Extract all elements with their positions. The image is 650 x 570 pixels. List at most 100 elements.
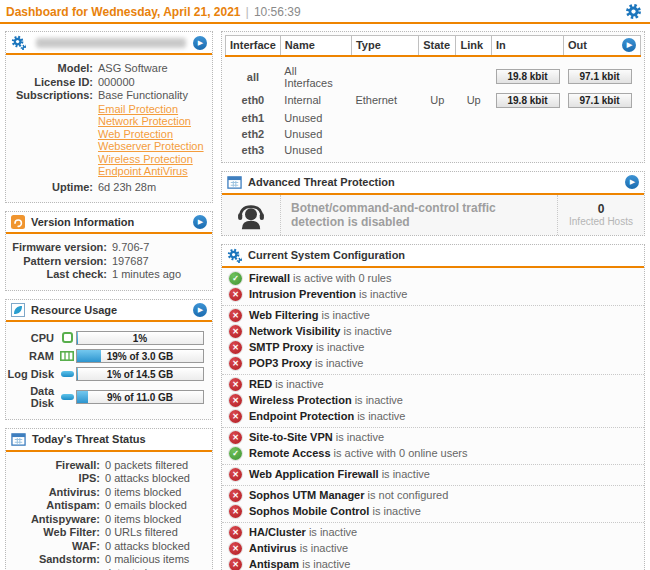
botnet-icon — [222, 200, 280, 230]
cpu-icon — [58, 332, 76, 343]
link-webserver-protection[interactable]: Webserver Protection — [98, 140, 206, 153]
interface-name: Internal — [280, 91, 351, 110]
logdisk-icon — [58, 371, 76, 377]
pattern-label: Pattern version: — [8, 255, 112, 269]
status-error-icon — [229, 410, 242, 423]
left-column: ▶ Model: ASG Software License ID: 000000… — [5, 31, 213, 570]
config-row-sophos-utm-manager: Sophos UTM Manager is not configured — [222, 488, 644, 504]
pattern-row: Pattern version: 197687 — [8, 255, 206, 269]
config-row-antivirus: Antivirus is inactive — [222, 541, 644, 557]
interface-id: eth3 — [226, 142, 281, 158]
interfaces-panel: Interface Name Type State Link In Out ▶ — [221, 31, 645, 163]
settings-gear-icon[interactable] — [625, 3, 642, 20]
interface-state — [419, 56, 456, 91]
interfaces-header-row: Interface Name Type State Link In Out ▶ — [226, 36, 641, 56]
status-error-icon — [229, 357, 242, 370]
config-row-wireless-protection: Wireless Protection is inactive — [222, 393, 644, 409]
system-info-open-button[interactable]: ▶ — [193, 36, 207, 50]
threat-value: 0 attacks blocked — [105, 540, 190, 554]
status-error-icon — [229, 325, 242, 338]
col-interface: Interface — [226, 36, 281, 56]
config-group-divider — [222, 374, 644, 375]
ram-progressbar: 19% of 3.0 GB — [76, 349, 204, 363]
threat-row: Antispam:0 emails blocked — [8, 499, 206, 513]
uptime-value: 6d 23h 28m — [98, 181, 156, 195]
gears-icon — [227, 248, 242, 263]
atp-message: Botnet/command-and-control traffic detec… — [280, 195, 558, 235]
interface-row-all: all All Interfaces 19.8 kbit 97.1 kbit — [226, 56, 641, 91]
threat-row: Sandstorm:0 malicious items detected — [8, 553, 206, 570]
config-group-divider — [222, 427, 644, 428]
config-row-red: RED is inactive — [222, 377, 644, 393]
atp-panel: Advanced Threat Protection ▶ Botnet/comm… — [221, 171, 645, 236]
config-row-firewall: Firewall is active with 0 rules — [222, 271, 644, 287]
resource-usage-panel: Resource Usage ▶ CPU 1% RAM — [5, 299, 213, 420]
interface-row-eth3: eth3 Unused — [226, 142, 641, 158]
threat-value: 0 emails blocked — [105, 499, 187, 513]
threat-value: 0 URLs filtered — [105, 526, 178, 540]
system-config-body: Firewall is active with 0 rules Intrusio… — [222, 268, 644, 570]
cpu-label: CPU — [6, 332, 58, 344]
threat-status-panel: Today's Threat Status Firewall:0 packets… — [5, 428, 213, 570]
in-rate-box: 19.8 kbit — [496, 69, 560, 84]
config-row-smtp-proxy: SMTP Proxy is inactive — [222, 340, 644, 356]
resource-usage-icon — [11, 303, 25, 317]
interface-link: Up — [456, 91, 492, 110]
threat-row: Web Filter:0 URLs filtered — [8, 526, 206, 540]
resource-usage-open-button[interactable]: ▶ — [193, 303, 207, 317]
threat-label: Sandstorm: — [8, 553, 105, 570]
interfaces-table: Interface Name Type State Link In Out ▶ — [225, 35, 641, 158]
cpu-usage-text: 1% — [77, 332, 203, 344]
datadisk-usage-text: 9% of 11.0 GB — [77, 391, 203, 403]
interface-type: Ethernet — [351, 91, 418, 110]
infected-hosts-label: Infected Hosts — [558, 216, 644, 227]
threat-status-header: Today's Threat Status — [6, 429, 212, 452]
license-row: License ID: 000000 — [8, 76, 206, 90]
interface-id: eth1 — [226, 110, 281, 126]
ram-usage-text: 19% of 3.0 GB — [77, 350, 203, 362]
threat-row: Antispyware:0 items blocked — [8, 513, 206, 527]
link-wireless-protection[interactable]: Wireless Protection — [98, 153, 206, 166]
config-row-intrusion-prevention: Intrusion Prevention is inactive — [222, 287, 644, 303]
interface-name: All Interfaces — [280, 56, 351, 91]
datadisk-icon — [58, 394, 76, 400]
threat-label: IPS: — [8, 472, 105, 486]
threat-label: Web Filter: — [8, 526, 105, 540]
interface-name: Unused — [280, 110, 351, 126]
title-separator: | — [246, 4, 249, 19]
cpu-row: CPU 1% — [6, 331, 206, 345]
threat-label: Firewall: — [8, 459, 105, 473]
config-row-web-filtering: Web Filtering is inactive — [222, 308, 644, 324]
version-icon — [11, 215, 25, 229]
threat-label: WAF: — [8, 540, 105, 554]
appliance-hostname-redacted — [36, 38, 186, 48]
interfaces-open-button[interactable]: ▶ — [622, 38, 636, 52]
status-error-icon — [229, 526, 242, 539]
version-info-open-button[interactable]: ▶ — [193, 215, 207, 229]
threat-value: 0 items blocked — [105, 486, 181, 500]
threat-status-body: Firewall:0 packets filtered IPS:0 attack… — [6, 452, 212, 570]
system-info-body: Model: ASG Software License ID: 000000 S… — [6, 55, 212, 202]
interface-id: all — [226, 56, 281, 91]
link-email-protection[interactable]: Email Protection — [98, 103, 206, 116]
lastcheck-label: Last check: — [8, 268, 112, 282]
system-info-header: ▶ — [6, 32, 212, 55]
datadisk-row: Data Disk 9% of 11.0 GB — [6, 385, 206, 409]
system-config-title: Current System Configuration — [248, 249, 405, 261]
license-value: 000000 — [98, 76, 135, 90]
link-web-protection[interactable]: Web Protection — [98, 128, 206, 141]
model-label: Model: — [8, 62, 98, 76]
dashboard-content: ▶ Model: ASG Software License ID: 000000… — [0, 24, 650, 570]
interface-id: eth0 — [226, 91, 281, 110]
pattern-value: 197687 — [112, 255, 149, 269]
status-error-icon — [229, 378, 242, 391]
status-error-icon — [229, 431, 242, 444]
firmware-value: 9.706-7 — [112, 241, 149, 255]
link-endpoint-antivirus[interactable]: Endpoint AntiVirus — [98, 165, 206, 178]
atp-open-button[interactable]: ▶ — [625, 175, 639, 189]
link-network-protection[interactable]: Network Protection — [98, 115, 206, 128]
version-info-title: Version Information — [31, 216, 134, 228]
interface-row-eth2: eth2 Unused — [226, 126, 641, 142]
gears-icon — [11, 35, 26, 50]
status-ok-icon — [229, 447, 242, 460]
